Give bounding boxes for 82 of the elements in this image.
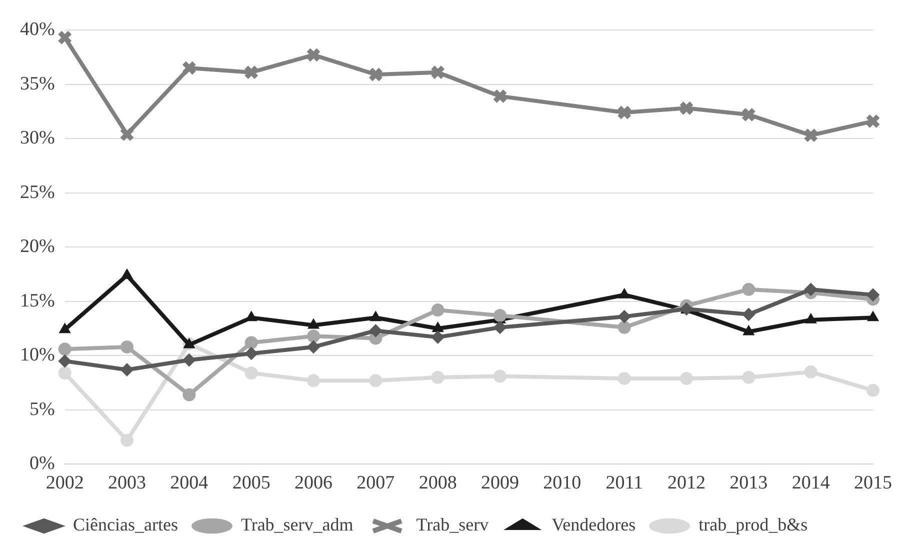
- y-tick-label: 0%: [30, 453, 55, 474]
- legend-label: Trab_serv: [416, 514, 489, 535]
- y-tick-label: 10%: [20, 344, 55, 366]
- point: [58, 366, 72, 380]
- point: [680, 372, 693, 385]
- point: [246, 311, 258, 322]
- point: [805, 313, 817, 324]
- point: [120, 434, 134, 447]
- point: [369, 324, 382, 338]
- x-tick-label: 2013: [730, 472, 768, 494]
- point: [492, 88, 508, 104]
- y-tick-label: 30%: [20, 128, 55, 149]
- point: [182, 353, 196, 366]
- point: [120, 126, 134, 142]
- point: [866, 384, 880, 397]
- point: [306, 374, 320, 388]
- x-tick-label: 2015: [854, 472, 892, 494]
- point: [306, 48, 321, 62]
- x-tick-label: 2003: [108, 472, 146, 494]
- x-tick-label: 2010: [543, 472, 582, 494]
- point: [431, 370, 444, 384]
- x-tick-label: 2008: [418, 472, 457, 494]
- point: [493, 320, 506, 334]
- point: [244, 64, 259, 80]
- legend-label: Vendedores: [552, 514, 636, 535]
- point: [618, 288, 630, 298]
- point: [244, 346, 258, 360]
- y-tick-label: 5%: [30, 398, 55, 420]
- x-tick-label: 2004: [170, 472, 209, 494]
- legend-label: Ciências_artes: [73, 514, 178, 535]
- point: [370, 311, 382, 322]
- point: [618, 320, 631, 334]
- y-tick-label: 20%: [20, 236, 55, 258]
- point: [368, 67, 384, 82]
- point: [431, 304, 444, 317]
- point: [306, 330, 320, 343]
- point: [679, 100, 694, 116]
- y-tick-label: 25%: [20, 182, 55, 203]
- y-tick-label: 35%: [20, 73, 55, 94]
- x-tick-label: 2007: [356, 472, 395, 494]
- point: [803, 128, 818, 143]
- x-tick-label: 2014: [792, 472, 830, 494]
- point: [120, 363, 134, 376]
- point: [430, 64, 446, 80]
- point: [308, 318, 320, 329]
- point: [182, 388, 196, 402]
- point: [866, 288, 880, 302]
- x-tick-label: 2009: [480, 472, 519, 494]
- point: [244, 336, 258, 350]
- y-tick-label: 15%: [20, 290, 55, 312]
- point: [244, 366, 258, 380]
- point: [121, 268, 133, 279]
- x-tick-label: 2002: [46, 472, 84, 494]
- point: [742, 282, 756, 296]
- point: [493, 308, 506, 322]
- point: [742, 370, 756, 384]
- x-tick-label: 2006: [294, 472, 332, 494]
- point: [58, 342, 72, 356]
- point: [804, 282, 818, 296]
- legend-label: Trab_serv_adm: [240, 514, 354, 535]
- point: [804, 365, 818, 378]
- point: [742, 308, 756, 321]
- point: [742, 325, 754, 336]
- point: [493, 370, 506, 383]
- point: [867, 311, 879, 322]
- point: [432, 322, 444, 332]
- point: [182, 60, 197, 76]
- point: [59, 323, 71, 334]
- point: [741, 107, 756, 122]
- x-tick-label: 2005: [232, 472, 270, 494]
- y-tick-label: 40%: [20, 18, 55, 40]
- point: [618, 310, 631, 324]
- x-tick-label: 2012: [668, 472, 706, 494]
- x-tick-label: 2011: [606, 472, 643, 494]
- point: [431, 330, 444, 344]
- point: [616, 105, 632, 120]
- point: [58, 354, 72, 368]
- legend-label: trab_prod_b&s: [698, 514, 808, 535]
- point: [618, 372, 631, 385]
- point: [369, 374, 382, 388]
- point: [306, 340, 320, 354]
- point: [120, 340, 134, 354]
